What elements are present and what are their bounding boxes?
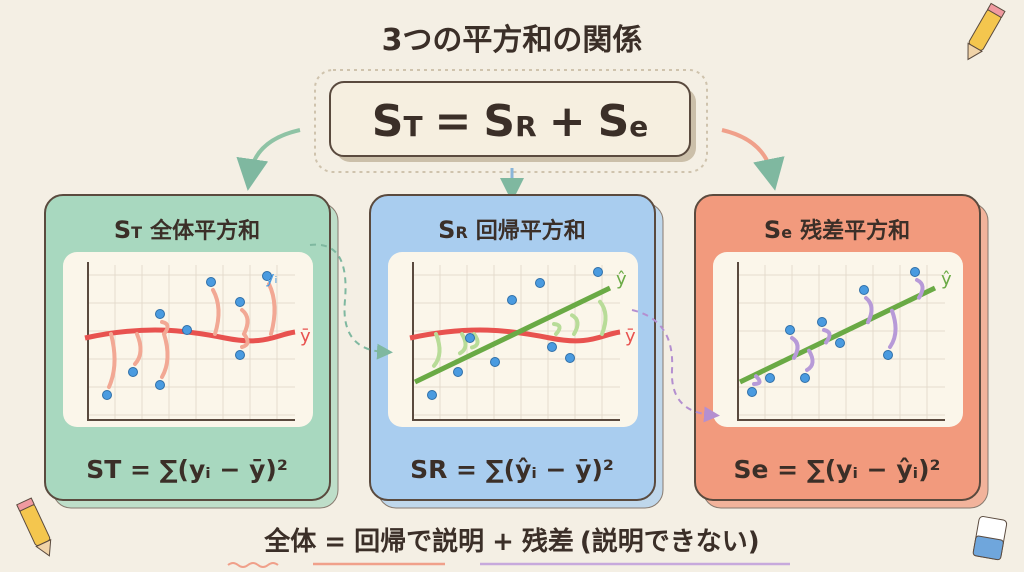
footer-summary: 全体 = 回帰で説明 + 残差 (説明できない)	[263, 526, 759, 557]
data-point	[785, 325, 795, 335]
data-point	[817, 317, 827, 327]
deviation-arrow	[790, 336, 800, 360]
deviation-arrow	[570, 313, 580, 336]
data-point	[535, 278, 545, 288]
data-point	[547, 342, 557, 352]
data-point	[565, 353, 575, 363]
deviation-arrow	[864, 296, 874, 325]
deviation-arrow	[470, 332, 480, 350]
panel-st: ST 全体平方和 ȳ yᵢ ST = ∑(yᵢ − ȳ)²	[44, 194, 339, 509]
deviation-arrow	[805, 348, 815, 372]
connector-sr-se	[631, 309, 720, 423]
deviation-arrow	[432, 332, 442, 368]
deviation-arrow	[107, 332, 117, 389]
data-point	[262, 271, 272, 281]
diagram-title: 3つの平方和の関係	[382, 23, 643, 58]
deviation-arrow	[211, 288, 221, 336]
panel-formula: Se = ∑(yᵢ − ŷᵢ)²	[734, 455, 941, 484]
data-point	[427, 390, 437, 400]
data-point	[747, 387, 757, 397]
deviation-arrow	[915, 278, 925, 300]
mean-label: ȳ	[625, 326, 636, 347]
panel-title: Se 残差平方和	[764, 216, 910, 244]
pencil-mascot-icon	[16, 497, 52, 557]
deviation-arrow	[888, 308, 898, 349]
panel-title: ST 全体平方和	[114, 216, 260, 244]
data-point	[910, 267, 920, 277]
data-point	[453, 367, 463, 377]
deviation-arrow	[458, 332, 468, 356]
panel-title: SR 回帰平方和	[438, 216, 586, 244]
mean-label: ȳ	[300, 326, 311, 347]
eraser-mascot-icon	[972, 516, 1008, 561]
point-label: yᵢ	[265, 268, 277, 287]
data-point	[128, 367, 138, 377]
panel-formula: SR = ∑(ŷᵢ − ȳ)²	[410, 455, 614, 484]
data-point	[182, 325, 192, 335]
fit-label: ŷ	[616, 269, 627, 290]
panel-se: Se 残差平方和 ŷ Se = ∑(yᵢ − ŷᵢ)²	[694, 194, 989, 509]
chart-area: ȳŷ	[409, 262, 636, 421]
data-point	[155, 309, 165, 319]
deviation-arrow	[552, 321, 562, 336]
panel-formula: ST = ∑(yᵢ − ȳ)²	[86, 455, 288, 484]
data-point	[835, 338, 845, 348]
equation-text: ST = SR + Se	[372, 96, 649, 147]
data-point	[507, 295, 517, 305]
pencil-mascot-icon	[967, 2, 1006, 61]
deviation-arrow	[133, 332, 143, 366]
data-point	[800, 373, 810, 383]
data-point	[206, 277, 216, 287]
deviation-arrow	[240, 308, 250, 336]
deviation-arrow	[160, 332, 170, 379]
regression-line	[413, 285, 612, 385]
deviation-arrow	[752, 374, 762, 387]
regression-line	[738, 285, 937, 385]
deviation-arrow	[267, 282, 277, 336]
data-point	[593, 267, 603, 277]
deviation-arrow	[598, 299, 608, 336]
chart-area: ȳ yᵢ	[84, 262, 311, 421]
data-point	[883, 350, 893, 360]
data-point	[490, 357, 500, 367]
arrow-to-se	[721, 128, 785, 191]
mean-line	[409, 327, 621, 344]
data-point	[235, 350, 245, 360]
equation-box: ST = SR + Se	[314, 69, 708, 173]
chart-area: ŷ	[737, 262, 952, 421]
data-point	[765, 373, 775, 383]
arrow-to-st	[236, 128, 301, 191]
connector-st-sr	[309, 243, 393, 360]
underline-total	[227, 562, 279, 568]
deviation-arrow	[240, 332, 250, 349]
data-point	[859, 285, 869, 295]
deviation-arrow	[822, 328, 832, 345]
fit-label: ŷ	[941, 269, 952, 290]
data-point	[155, 380, 165, 390]
data-point	[102, 390, 112, 400]
mean-line	[84, 327, 296, 344]
data-point	[235, 297, 245, 307]
data-point	[465, 333, 475, 343]
